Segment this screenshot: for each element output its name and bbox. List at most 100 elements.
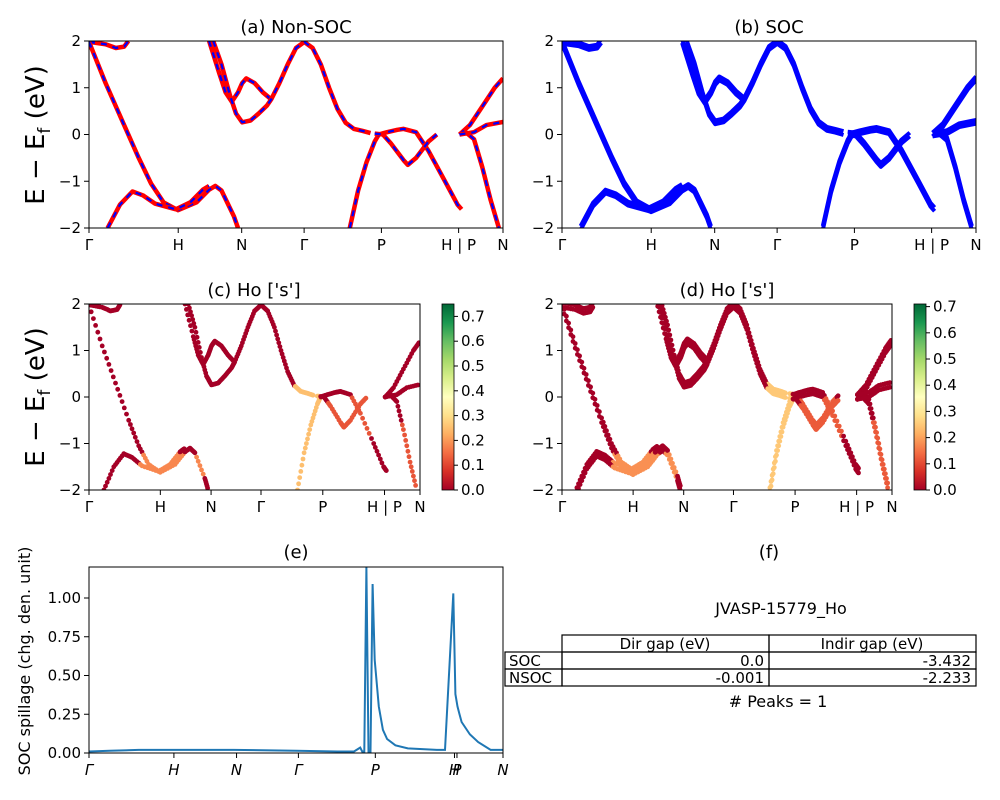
panel-b-title: (b) SOC [734, 17, 803, 38]
band-point [93, 323, 98, 328]
band-point [768, 479, 774, 484]
band-point [607, 436, 613, 442]
band-point [306, 431, 311, 437]
band-point [843, 438, 849, 444]
band-point [654, 448, 660, 454]
x-tick-label: N [414, 498, 425, 516]
colorbar-d: 0.0 0.1 0.2 0.3 0.4 0.5 0.6 0.7 [913, 298, 957, 499]
band-point [576, 489, 578, 490]
band-point [660, 311, 666, 317]
panel-f-title: (f) [759, 542, 779, 563]
band-point [856, 470, 861, 476]
band-point [657, 304, 659, 305]
band-point [884, 476, 889, 481]
band-point [880, 462, 886, 467]
y-tick-label: 1 [71, 79, 81, 97]
colorbar-tick-label: 0.5 [933, 350, 957, 368]
band-point [869, 410, 875, 416]
x-tick-label: H [449, 761, 460, 779]
y-tick-label: 2 [544, 32, 554, 50]
colorbar-tick-label: 0.3 [461, 407, 485, 425]
band-point [581, 365, 587, 371]
panel-c-title: (c) Ho ['s'] [207, 280, 300, 301]
x-tick-label: N [678, 498, 689, 516]
band-line [680, 41, 746, 102]
band-line-dashed [212, 41, 371, 135]
table-row-soc-dir [561, 651, 770, 670]
band-point [566, 320, 571, 326]
band-line [562, 41, 603, 52]
band-point [667, 337, 673, 342]
band-point [416, 340, 420, 346]
band-point [115, 386, 121, 392]
band-point [134, 439, 140, 444]
x-tick-label: Γ [294, 761, 304, 779]
x-tick-label: H | P [441, 236, 476, 254]
y-tick-label: −2 [532, 219, 554, 237]
band-line [458, 129, 502, 228]
band-point [97, 336, 103, 342]
band-point [572, 341, 578, 346]
band-point [358, 410, 363, 416]
band-point [189, 313, 195, 318]
band-line [347, 126, 464, 228]
band-point [305, 436, 310, 442]
band-point [108, 472, 113, 477]
band-point [671, 465, 677, 470]
band-point [577, 353, 582, 359]
x-tick-label: Γ [85, 761, 95, 779]
band-point [395, 403, 401, 409]
band-line [932, 118, 976, 135]
band-point [887, 380, 892, 386]
band-point [856, 465, 861, 471]
colorbar-strip [441, 303, 455, 491]
colorbar-strip [913, 303, 927, 491]
x-tick-label: N [497, 761, 508, 779]
band-point [767, 485, 773, 490]
band-line [579, 186, 684, 228]
band-point [132, 434, 138, 440]
band-point [668, 342, 674, 348]
band-point [379, 460, 385, 466]
band-point [91, 316, 96, 321]
band-line [578, 182, 684, 228]
table-row-nsoc-name: NSOC [509, 669, 552, 687]
band-point [579, 359, 585, 365]
band-point [777, 434, 783, 439]
band-point [119, 399, 125, 404]
band-point [302, 445, 308, 451]
band-point [769, 472, 775, 478]
x-tick-label: N [236, 236, 247, 254]
plot-frame [88, 566, 504, 754]
band-point [665, 327, 670, 332]
scatter-points [562, 304, 892, 490]
band-point [103, 483, 108, 489]
band-point [369, 436, 374, 441]
y-tick-label: −2 [59, 481, 81, 499]
band-point [583, 372, 589, 377]
band-point [297, 475, 303, 480]
y-tick-label: 2 [71, 295, 81, 313]
band-point [360, 415, 365, 421]
band-point [106, 476, 112, 481]
band-point [99, 343, 105, 349]
band-point [193, 329, 199, 335]
colorbar-tick-label: 0.4 [461, 382, 485, 400]
band-point [181, 446, 187, 452]
band-line [562, 41, 603, 49]
band-point [568, 327, 574, 333]
band-point [749, 346, 755, 352]
ylabel-row2: E − Ef (eV) [21, 327, 55, 467]
band-point [205, 485, 210, 490]
band-point [579, 478, 585, 484]
band-point [575, 347, 580, 353]
band-point [604, 428, 609, 434]
band-point [129, 426, 135, 432]
band-point [848, 450, 854, 456]
colorbar-tick-label: 0.2 [461, 431, 485, 449]
y-tick-label: −1 [59, 435, 81, 453]
band-point [277, 344, 283, 349]
band-point [274, 332, 279, 338]
colorbar-tick-label: 0.7 [461, 307, 485, 325]
x-tick-label: Γ [257, 498, 266, 516]
